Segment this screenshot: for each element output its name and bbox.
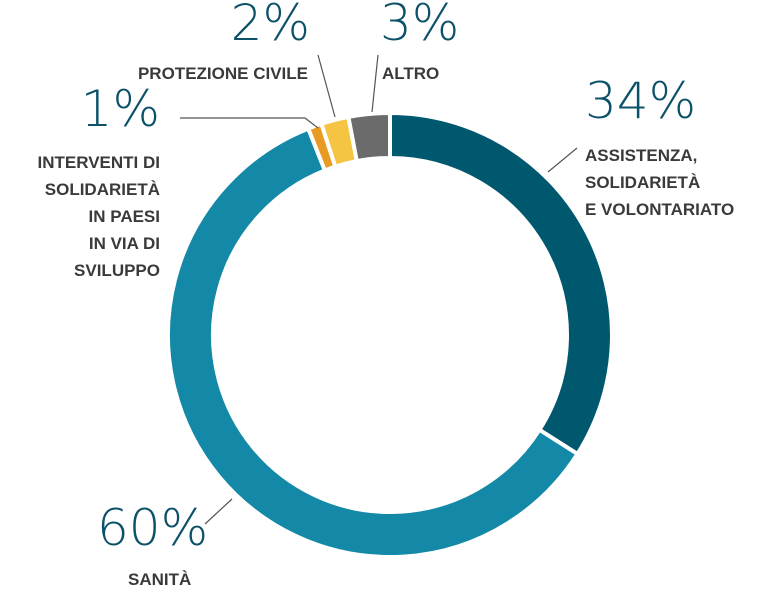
category-label: SVILUPPO <box>74 261 160 280</box>
category-label: SANITÀ <box>128 570 191 589</box>
value-label: 1% <box>81 80 160 138</box>
leader-line <box>317 54 336 118</box>
donut-slice <box>346 110 392 164</box>
category-label: PROTEZIONE CIVILE <box>138 64 308 83</box>
leader-line <box>547 147 578 173</box>
leader-line <box>180 117 319 129</box>
donut-slice <box>166 125 581 559</box>
category-label: ASSISTENZA, <box>585 146 697 165</box>
leader-line <box>204 498 233 525</box>
value-label: 2% <box>231 0 310 52</box>
category-label: IN VIA DI <box>89 234 160 253</box>
value-label: 34% <box>585 72 696 130</box>
category-label: E VOLONTARIATO <box>585 200 734 219</box>
category-label: IN PAESI <box>89 207 160 226</box>
leader-line <box>371 54 379 113</box>
value-label: 60% <box>97 499 208 557</box>
category-label: INTERVENTI DI <box>38 153 160 172</box>
category-label: ALTRO <box>382 64 439 83</box>
category-label: SOLIDARIETÀ <box>45 180 160 199</box>
category-label: SOLIDARIETÀ <box>585 173 700 192</box>
donut-slice <box>388 110 614 457</box>
value-label: 3% <box>380 0 459 52</box>
